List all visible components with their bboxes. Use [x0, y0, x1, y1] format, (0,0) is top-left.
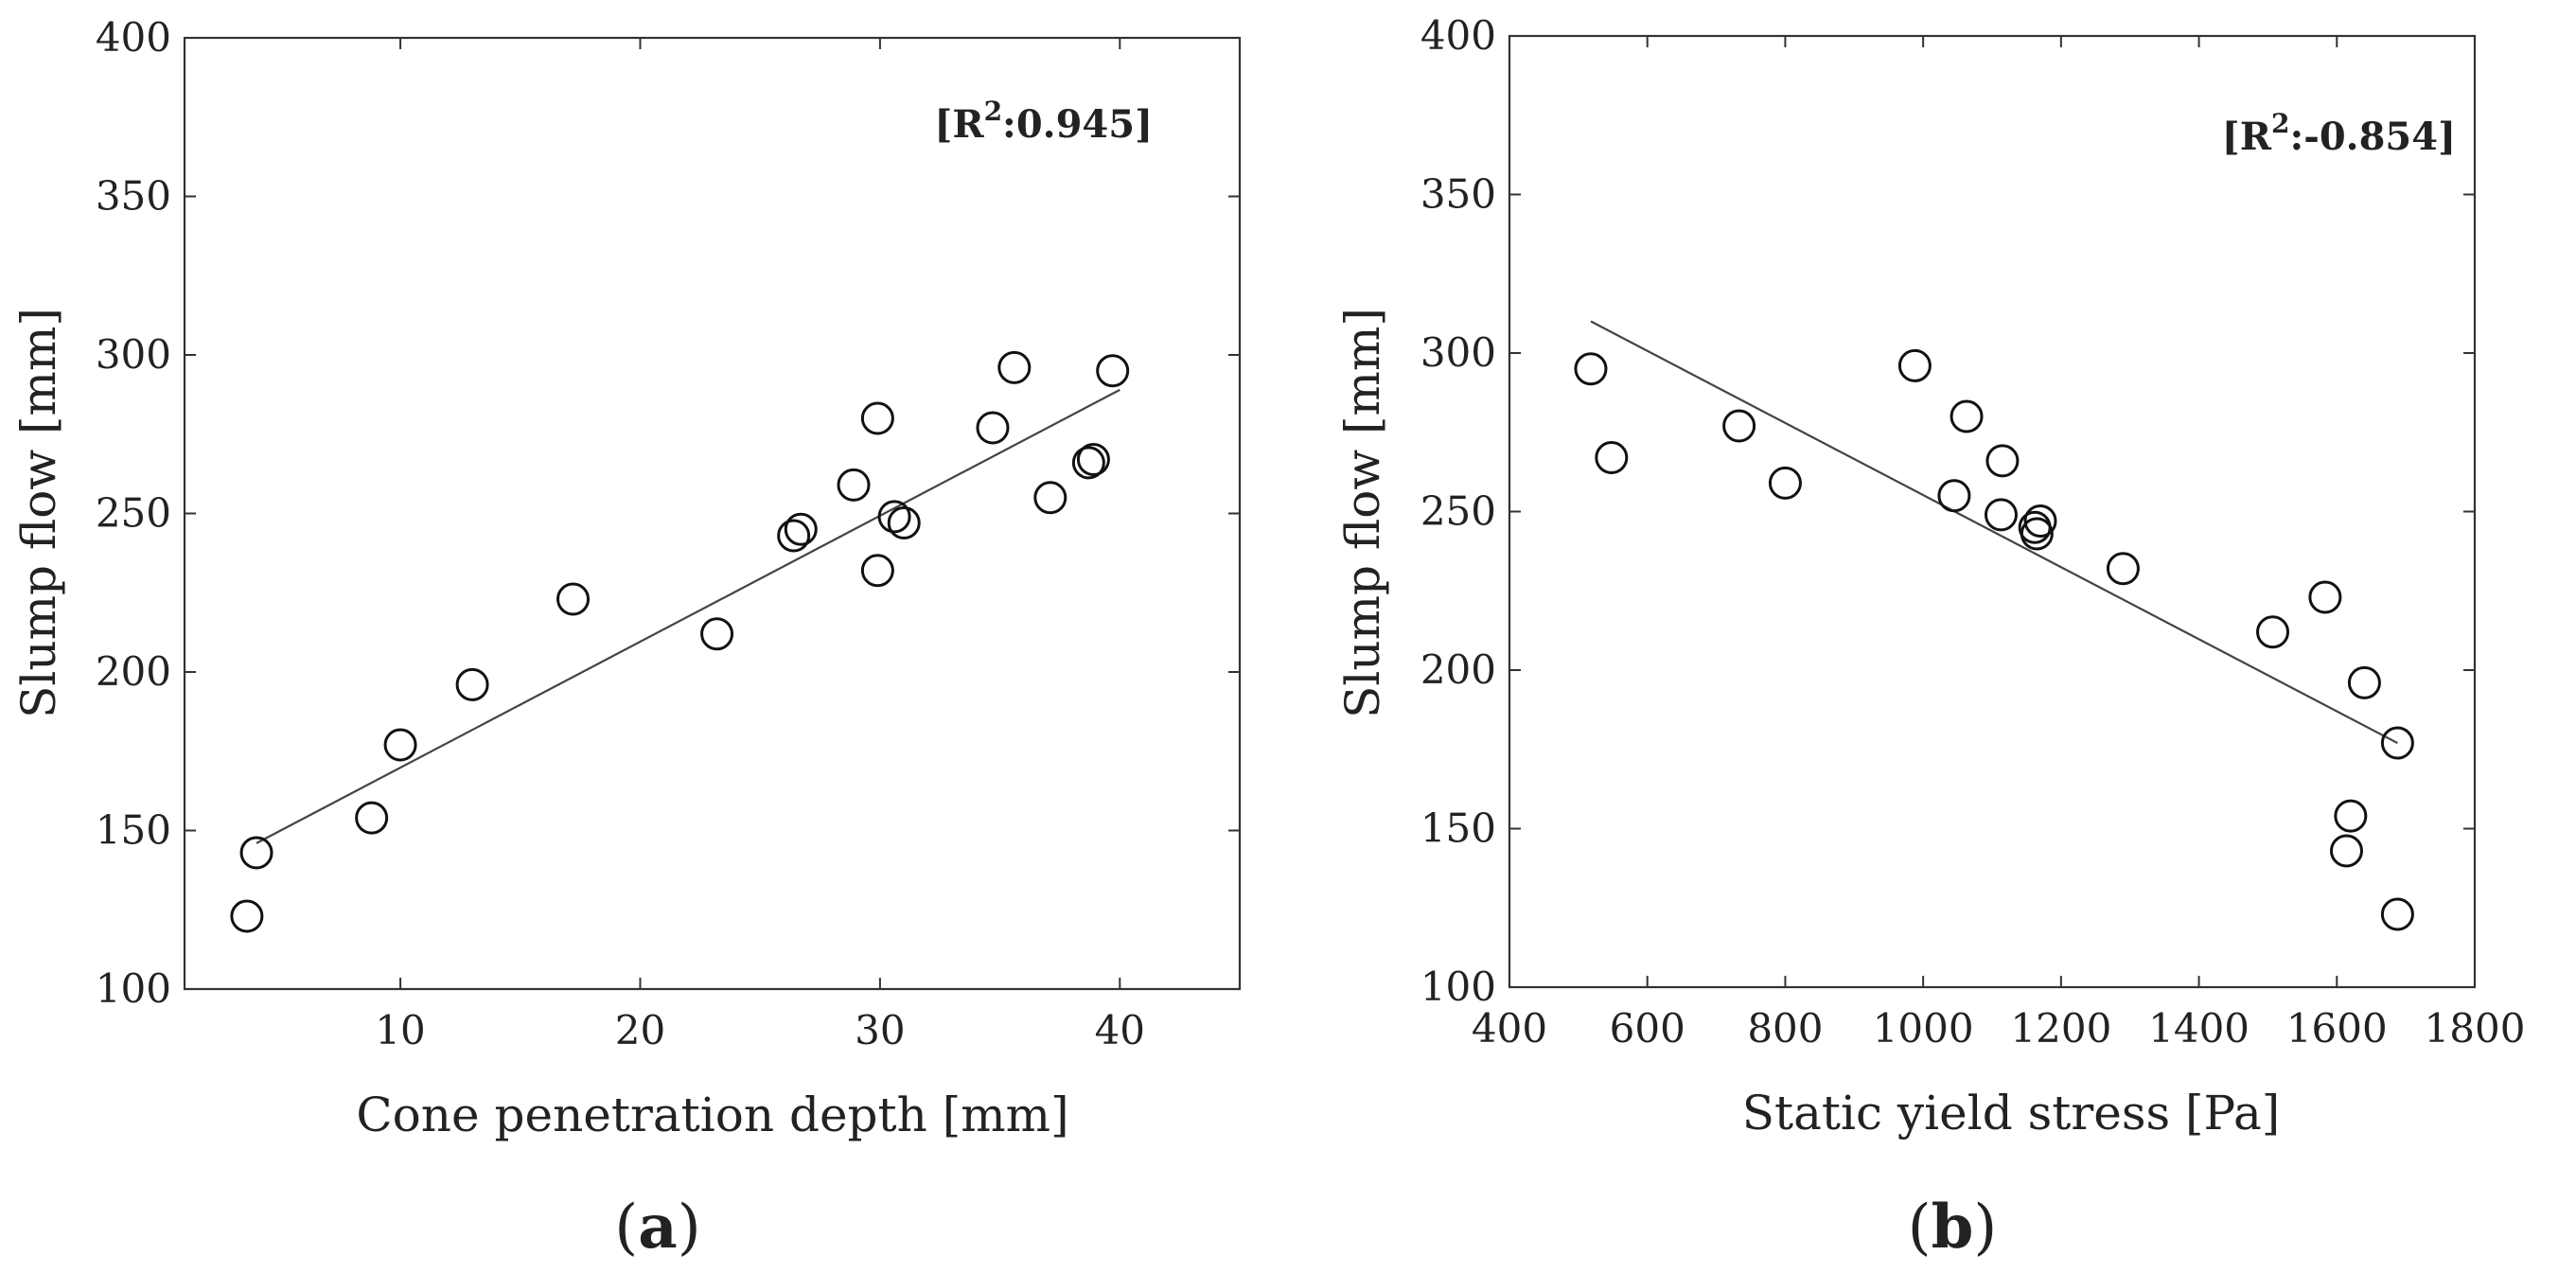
fit-line [256, 388, 1120, 844]
data-point [860, 554, 894, 588]
y-tick-label: 350 [1420, 171, 1496, 218]
data-point [1768, 466, 1802, 500]
panel-a-r2-annotation: [R2:0.945] [934, 96, 1153, 147]
data-point [2308, 580, 2342, 614]
data-point [383, 728, 417, 762]
data-point [777, 519, 811, 553]
panel-a-plot-frame [183, 36, 1242, 991]
x-tick-label: 20 [615, 1007, 665, 1053]
x-tick-label: 1800 [2425, 1005, 2526, 1052]
data-point [2380, 726, 2414, 760]
data-point [355, 801, 389, 835]
x-tick-label: 400 [1472, 1005, 1547, 1052]
x-tick-label: 600 [1610, 1005, 1685, 1052]
data-point [2023, 504, 2057, 539]
y-tick-label: 200 [96, 648, 171, 695]
panel-a-fit-group [256, 388, 1120, 844]
data-point [887, 506, 921, 540]
y-tick-label: 150 [96, 807, 171, 854]
data-point [230, 899, 264, 933]
y-tick-label: 100 [96, 965, 171, 1012]
data-point [997, 350, 1032, 384]
data-point [784, 512, 818, 546]
panel-a-points [230, 350, 1130, 933]
data-point [976, 411, 1010, 445]
data-point [1722, 409, 1756, 443]
data-point [1937, 479, 1971, 513]
data-point [2256, 615, 2290, 649]
data-point [1076, 443, 1110, 477]
data-point [1574, 352, 1608, 386]
data-point [700, 617, 734, 651]
x-tick-label: 800 [1747, 1005, 1823, 1052]
y-tick-label: 300 [1420, 329, 1496, 376]
data-point [2347, 665, 2381, 699]
panel-a-label: (a) [614, 1192, 700, 1263]
x-tick-label: 1400 [2148, 1005, 2250, 1052]
panel-a-chart: 100 150 200 250 300 350 400 10 20 30 40 [R2:0.945… [11, 14, 1242, 1263]
panel-b-y-axis-label: Slump flow [mm] [1335, 308, 1390, 718]
data-point [837, 468, 871, 502]
data-point [1985, 444, 2020, 478]
panel-a-x-ticks: 10 20 30 40 [375, 38, 1145, 1053]
data-point [2106, 552, 2140, 586]
data-point [2329, 834, 2363, 868]
data-point [2334, 799, 2368, 833]
data-point [1595, 441, 1629, 475]
x-tick-label: 10 [375, 1007, 425, 1053]
y-tick-label: 400 [1420, 12, 1496, 59]
y-tick-label: 150 [1420, 805, 1496, 852]
x-tick-label: 40 [1095, 1007, 1145, 1053]
x-tick-label: 1000 [1873, 1005, 1974, 1052]
x-tick-label: 1200 [2010, 1005, 2111, 1052]
panel-b-x-ticks: 400 600 800 1000 1200 1400 1600 1800 [1472, 36, 2526, 1052]
x-tick-label: 1600 [2286, 1005, 2388, 1052]
data-point [1897, 348, 1932, 382]
panel-a-y-axis-label: Slump flow [mm] [11, 308, 66, 718]
x-tick-label: 30 [855, 1007, 905, 1053]
data-point [1984, 498, 2018, 532]
panel-b-y-ticks: 100 150 200 250 300 350 400 [1420, 12, 2475, 1010]
data-point [1033, 481, 1067, 515]
panel-b-plot-frame [1508, 34, 2477, 989]
panel-b-label: (b) [1908, 1192, 1998, 1263]
fit-line [1590, 320, 2398, 745]
data-point [1950, 399, 1984, 433]
y-tick-label: 300 [96, 331, 171, 378]
panel-a-y-ticks: 100 150 200 250 300 350 400 [96, 14, 1240, 1012]
data-point [860, 401, 894, 435]
y-tick-label: 250 [1420, 488, 1496, 535]
y-tick-label: 100 [1420, 964, 1496, 1010]
panel-a-x-axis-label: Cone penetration depth [mm] [356, 1087, 1068, 1142]
data-point [1096, 354, 1130, 388]
panel-b-r2-annotation: [R2:-0.854] [2222, 108, 2456, 159]
data-point [556, 582, 591, 616]
data-point [239, 836, 273, 870]
data-point [2380, 897, 2414, 931]
panel-b-fit-group [1590, 320, 2398, 745]
y-tick-label: 350 [96, 173, 171, 220]
y-tick-label: 250 [96, 490, 171, 537]
panel-b-points [1574, 348, 2414, 931]
data-point [2020, 517, 2054, 551]
y-tick-label: 400 [96, 14, 171, 61]
panel-b-x-axis-label: Static yield stress [Pa] [1742, 1086, 2281, 1140]
data-point [455, 667, 489, 701]
y-tick-label: 200 [1420, 646, 1496, 693]
data-point [1071, 446, 1105, 480]
data-point [877, 500, 911, 534]
